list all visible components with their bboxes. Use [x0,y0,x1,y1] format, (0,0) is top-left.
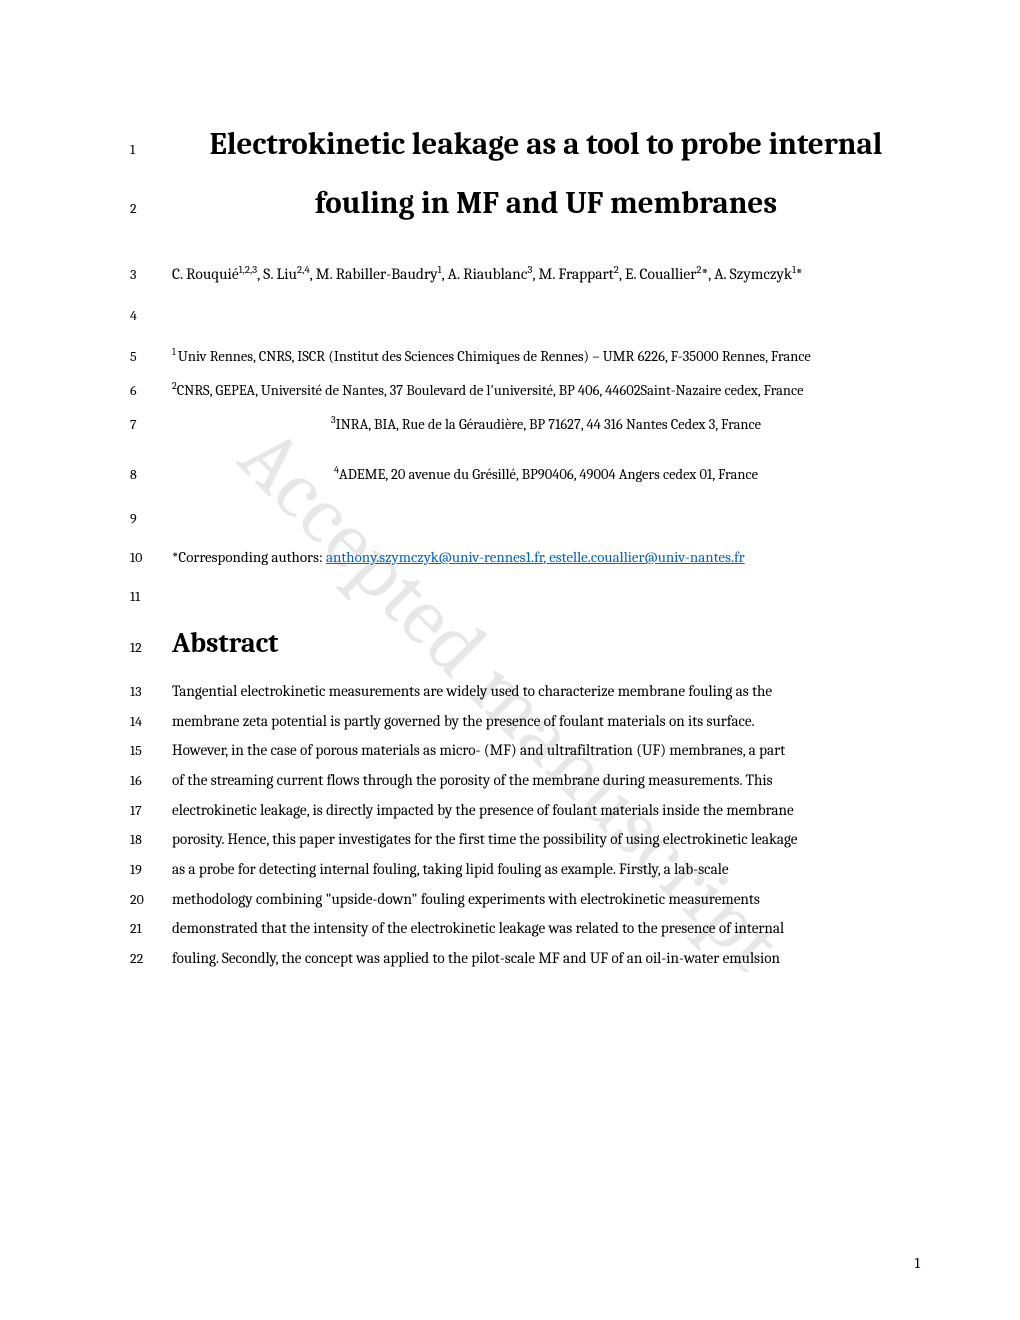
affil-sup: 4 [334,464,339,476]
abstract-body: 13Tangential electrokinetic measurements… [130,677,920,973]
line-number: 4 [130,305,172,324]
line-number: 16 [130,766,172,789]
line-number: 14 [130,707,172,730]
line-number: 18 [130,825,172,848]
line-number: 22 [130,944,172,967]
title-line-2: fouling in MF and UF membranes [172,174,920,233]
line-number: 9 [130,508,172,527]
abstract-line: Tangential electrokinetic measurements a… [172,677,920,707]
blank-line [172,587,920,601]
line-number: 21 [130,914,172,937]
abstract-heading: Abstract [172,627,278,659]
line-number: 7 [130,410,172,437]
line-number: 6 [130,376,172,403]
affil-sup: 3 [331,414,336,426]
corresponding-label: *Corresponding authors: [172,548,326,566]
line-number: 17 [130,796,172,819]
affiliation-2: 2CNRS, GEPEA, Université de Nantes, 37 B… [172,377,920,404]
line-number: 8 [130,460,172,487]
line-number: 2 [130,182,172,217]
affiliation-1: 1 1 Univ Rennes, CNRS, ISCR (Institut de… [172,343,920,370]
line-number: 1 [130,123,172,158]
line-number: 19 [130,855,172,878]
affil-sup: 2 [172,380,177,392]
line-number: 5 [130,342,172,369]
line-number: 12 [130,629,172,656]
abstract-line: However, in the case of porous materials… [172,736,920,766]
abstract-line: electrokinetic leakage, is directly impa… [172,796,920,826]
blank-line [172,306,920,320]
line-number: 20 [130,885,172,908]
title-line-1: Electrokinetic leakage as a tool to prob… [172,115,920,174]
page-content: 1 Electrokinetic leakage as a tool to pr… [130,115,920,974]
line-number: 11 [130,586,172,605]
affil-sup: 1 [172,346,178,358]
email-link-2[interactable]: estelle.couallier@univ-nantes.fr [549,548,744,566]
abstract-line: of the streaming current flows through t… [172,766,920,796]
page-number: 1 [915,1254,920,1272]
corresponding-authors: *Corresponding authors: anthony.szymczyk… [172,548,920,566]
email-link-1[interactable]: anthony.szymczyk@univ-rennes1.fr [326,548,543,566]
line-number: 3 [130,262,172,286]
affiliation-4: 4ADEME, 20 avenue du Grésillé, BP90406, … [172,461,920,488]
abstract-line: porosity. Hence, this paper investigates… [172,825,920,855]
abstract-line: methodology combining "upside-down" foul… [172,885,920,915]
line-number: 13 [130,677,172,700]
affiliation-3: 3INRA, BIA, Rue de la Géraudière, BP 716… [172,411,920,438]
abstract-line: demonstrated that the intensity of the e… [172,914,920,944]
line-number: 10 [130,547,172,566]
authors-list: C. Rouquié1,2,3, S. Liu2,4, M. Rabiller-… [172,261,920,287]
abstract-line: fouling. Secondly, the concept was appli… [172,944,920,974]
blank-line [172,509,920,523]
abstract-line: membrane zeta potential is partly govern… [172,707,920,737]
abstract-line: as a probe for detecting internal foulin… [172,855,920,885]
line-number: 15 [130,736,172,759]
